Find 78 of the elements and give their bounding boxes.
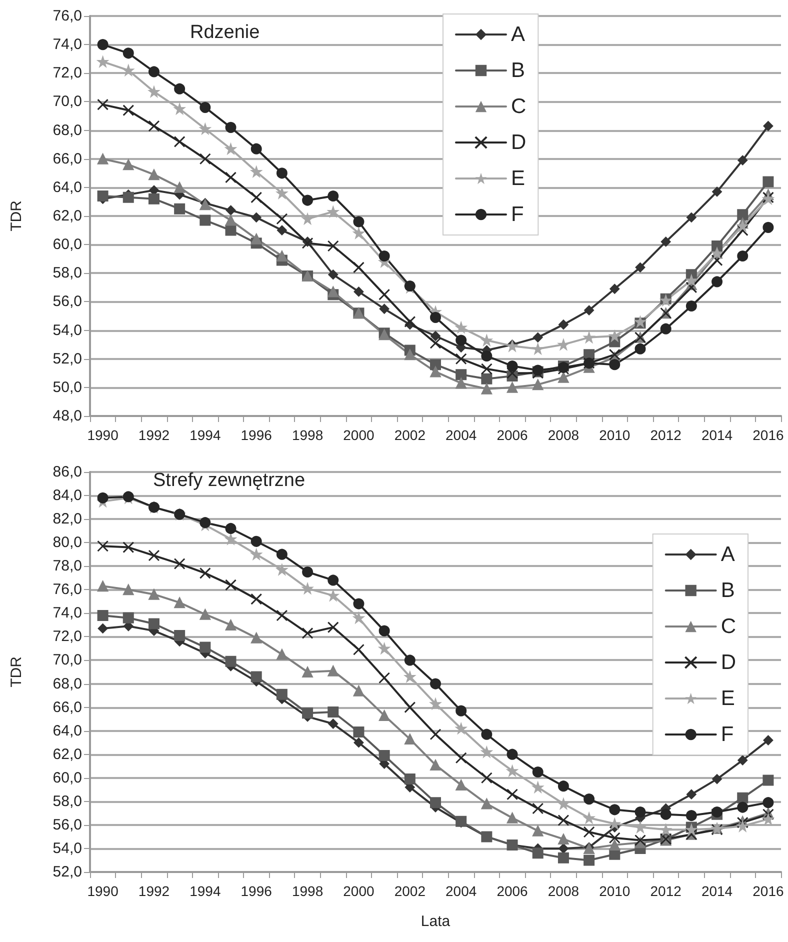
x-tick-label: 2004	[446, 427, 477, 443]
y-tick-label: 48,0	[52, 408, 82, 424]
y-tick-label: 70,0	[52, 93, 82, 110]
x-tick-label: 1994	[190, 427, 221, 443]
x-tick-label: 1998	[292, 883, 324, 899]
y-tick-label: 60,0	[52, 236, 82, 254]
x-tick-label: 2002	[394, 883, 426, 899]
legend-label: B	[720, 579, 735, 602]
y-tick-label: 64,0	[52, 178, 82, 196]
y-tick-label: 60,0	[52, 769, 82, 786]
legend-label: E	[720, 687, 735, 710]
x-tick-label: 2006	[496, 883, 528, 899]
y-tick-label: 62,0	[52, 208, 82, 224]
x-axis-title: Lata	[420, 913, 451, 930]
x-tick-label: 2016	[752, 427, 784, 443]
y-tick-label: 58,0	[52, 264, 82, 282]
legend-label: D	[720, 651, 736, 674]
x-tick-label: 1990	[87, 883, 119, 899]
x-tick-label: 2016	[752, 883, 784, 899]
x-tick-label: 2010	[599, 427, 630, 443]
x-tick-label: 2000	[343, 427, 374, 443]
y-tick-label: 68,0	[52, 122, 82, 139]
y-tick-label: 84,0	[52, 487, 82, 504]
legend-label: F	[511, 203, 524, 226]
x-tick-label: 2010	[599, 883, 630, 899]
y-tick-label: 70,0	[52, 652, 82, 669]
x-tick-label: 2002	[394, 427, 426, 443]
x-tick-label: 2000	[343, 883, 374, 899]
y-tick-label: 52,0	[52, 864, 82, 880]
y-tick-label: 58,0	[52, 792, 82, 810]
x-tick-label: 2012	[650, 883, 682, 899]
x-tick-label: 1992	[138, 883, 170, 899]
x-tick-label: 2008	[548, 883, 580, 899]
legend-label: E	[511, 167, 526, 190]
y-tick-label: 76,0	[52, 581, 82, 598]
x-tick-label: 1994	[190, 883, 221, 899]
chart-title: Strefy zewnętrzne	[153, 470, 306, 491]
x-tick-label: 1990	[87, 427, 119, 443]
x-tick-label: 2012	[650, 427, 682, 443]
y-tick-label: 82,0	[52, 510, 82, 528]
x-tick-label: 2014	[701, 883, 733, 899]
x-tick-label: 2006	[496, 427, 528, 443]
x-tick-label: 1998	[292, 427, 324, 443]
legend-label: D	[511, 131, 526, 154]
y-tick-label: 74,0	[52, 604, 82, 622]
y-tick-label: 72,0	[52, 628, 82, 646]
y-tick-label: 78,0	[52, 558, 82, 575]
x-tick-label: 1996	[240, 427, 272, 443]
legend-label: B	[511, 59, 526, 82]
y-tick-label: 74,0	[52, 36, 82, 54]
y-tick-label: 50,0	[52, 378, 82, 396]
legend-label: A	[511, 23, 526, 46]
y-tick-label: 66,0	[52, 698, 82, 716]
x-tick-label: 1996	[240, 883, 272, 899]
x-tick-label: 2004	[446, 883, 477, 899]
y-tick-label: 56,0	[52, 816, 82, 834]
y-axis-title: TDR	[8, 200, 25, 232]
y-tick-label: 62,0	[52, 746, 82, 763]
x-tick-label: 2014	[701, 427, 733, 443]
y-tick-label: 56,0	[52, 293, 82, 310]
y-tick-label: 52,0	[52, 350, 82, 368]
legend-label: A	[720, 543, 735, 566]
y-tick-label: 64,0	[52, 722, 82, 740]
y-tick-label: 68,0	[52, 675, 82, 692]
y-tick-label: 76,0	[52, 8, 82, 24]
legend-label: C	[720, 615, 736, 638]
y-tick-label: 80,0	[52, 534, 82, 552]
y-tick-label: 54,0	[52, 322, 82, 339]
y-tick-label: 66,0	[52, 150, 82, 168]
x-tick-label: 2008	[548, 427, 580, 443]
chart-title: Rdzenie	[190, 22, 260, 43]
y-tick-label: 54,0	[52, 840, 82, 857]
y-tick-label: 72,0	[52, 64, 82, 82]
x-tick-label: 1992	[138, 427, 170, 443]
legend-label: C	[511, 95, 526, 118]
y-tick-label: 86,0	[52, 464, 82, 480]
y-axis-title: TDR	[8, 656, 25, 688]
legend-label: F	[720, 723, 734, 746]
